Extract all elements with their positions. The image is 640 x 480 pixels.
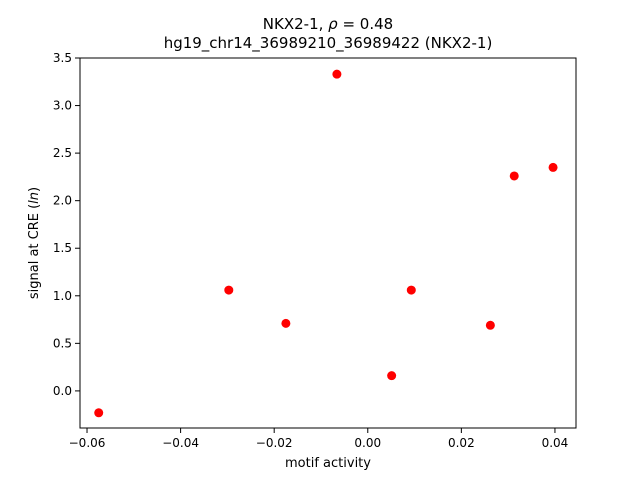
y-axis-label: signal at CRE (ln) [27, 187, 42, 299]
data-point [387, 371, 397, 381]
x-tick-label: 0.04 [542, 436, 569, 450]
data-point [332, 69, 342, 79]
data-point [224, 285, 234, 295]
y-tick-label: 0.0 [53, 384, 72, 398]
chart-title-line1: NKX2-1, ρ = 0.48 [263, 15, 393, 33]
plot-frame [79, 57, 577, 429]
data-point [94, 408, 104, 418]
y-tick-label: 3.5 [53, 51, 72, 65]
x-tick-label: −0.04 [162, 436, 199, 450]
points-layer [94, 69, 558, 418]
y-tick-label: 0.5 [53, 336, 72, 350]
x-tick-label: 0.00 [354, 436, 381, 450]
chart-title-line2: hg19_chr14_36989210_36989422 (NKX2-1) [164, 34, 493, 53]
y-tick-label: 3.0 [53, 99, 72, 113]
x-axis-label: motif activity [285, 456, 371, 471]
data-point [509, 171, 519, 181]
data-point [485, 320, 495, 330]
y-tick-label: 1.0 [53, 289, 72, 303]
data-point [406, 285, 416, 295]
x-tick-label: −0.02 [256, 436, 293, 450]
data-point [548, 162, 558, 172]
y-tick-label: 2.0 [53, 194, 72, 208]
x-tick-label: 0.02 [448, 436, 475, 450]
x-tick-label: −0.06 [69, 436, 106, 450]
data-point [281, 318, 291, 328]
y-tick-label: 1.5 [53, 241, 72, 255]
y-tick-label: 2.5 [53, 146, 72, 160]
ticks-layer: −0.06 −0.04 −0.02 0.00 0.02 0.04 0.0 0.5 1.0 1.5 2… [53, 51, 568, 450]
